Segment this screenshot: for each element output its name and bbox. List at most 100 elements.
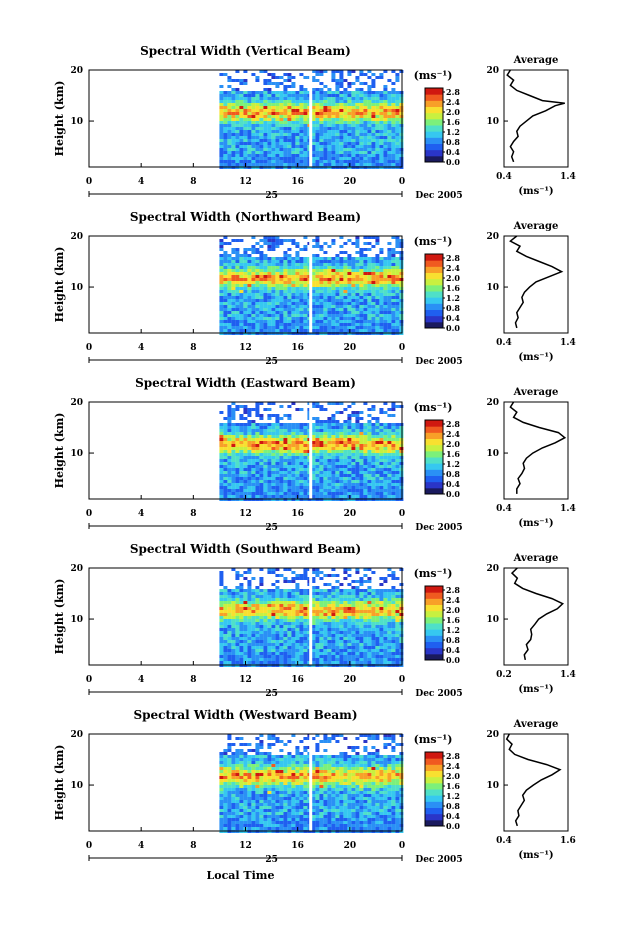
heatmap-cell <box>331 447 336 450</box>
heatmap-cell <box>339 121 344 124</box>
heatmap-cell <box>335 260 340 263</box>
heatmap-cell <box>251 269 256 272</box>
heatmap-cell <box>219 284 224 287</box>
heatmap-cell <box>251 308 256 311</box>
heatmap-cell <box>235 133 240 136</box>
heatmap-cell <box>371 492 376 495</box>
heatmap-cell <box>391 441 396 444</box>
heatmap-cell <box>247 266 252 269</box>
heatmap-cell <box>347 293 352 296</box>
heatmap-cell <box>227 601 232 604</box>
heatmap-cell <box>387 462 392 465</box>
heatmap-cell <box>367 444 372 447</box>
heatmap-cell <box>291 133 296 136</box>
heatmap-cell <box>319 489 324 492</box>
heatmap-cell <box>271 154 276 157</box>
heatmap-cell <box>227 408 232 411</box>
heatmap-cell <box>323 598 328 601</box>
heatmap-cell <box>295 254 300 257</box>
heatmap-cell <box>247 450 252 453</box>
heatmap-cell <box>323 154 328 157</box>
heatmap-cell <box>367 296 372 299</box>
heatmap-cell <box>299 592 304 595</box>
heatmap-cell <box>347 468 352 471</box>
heatmap-cell <box>359 429 364 432</box>
heatmap-cell <box>239 468 244 471</box>
heatmap-cell <box>267 133 272 136</box>
heatmap-cell <box>251 151 256 154</box>
heatmap-cell <box>343 486 348 489</box>
heatmap-cell <box>331 474 336 477</box>
heatmap-cell <box>331 139 336 142</box>
heatmap-cell <box>295 450 300 453</box>
heatmap-cell <box>219 411 224 414</box>
heatmap-cell <box>359 296 364 299</box>
colorbar-segment <box>425 137 443 144</box>
heatmap-cell <box>303 151 308 154</box>
heatmap-cell <box>295 441 300 444</box>
heatmap-cell <box>227 305 232 308</box>
heatmap-cell <box>383 435 388 438</box>
heatmap-cell <box>319 94 324 97</box>
heatmap-cell <box>363 94 368 97</box>
heatmap-cell <box>291 637 296 640</box>
heatmap-cell <box>255 127 260 130</box>
heatmap-cell <box>379 251 384 254</box>
heatmap-cell <box>287 130 292 133</box>
heatmap-cell <box>279 160 284 163</box>
heatmap-cell <box>255 441 260 444</box>
heatmap-cell <box>383 154 388 157</box>
heatmap-cell <box>371 308 376 311</box>
heatmap-cell <box>275 604 280 607</box>
heatmap-cell <box>347 281 352 284</box>
heatmap-cell <box>323 157 328 160</box>
heatmap-cell <box>383 290 388 293</box>
heatmap-cell <box>363 257 368 260</box>
colorbar-segment <box>425 463 443 470</box>
heatmap-cell <box>315 423 320 426</box>
heatmap-cell <box>355 251 360 254</box>
heatmap-cell <box>311 281 316 284</box>
colorbar-segment <box>425 266 443 273</box>
heatmap-cell <box>271 486 276 489</box>
heatmap-cell <box>315 242 320 245</box>
heatmap-cell <box>227 607 232 610</box>
heatmap-cell <box>375 142 380 145</box>
heatmap-cell <box>311 245 316 248</box>
heatmap-cell <box>219 592 224 595</box>
heatmap-cell <box>271 106 276 109</box>
heatmap-cell <box>267 601 272 604</box>
heatmap-cell <box>247 444 252 447</box>
heatmap-cell <box>287 465 292 468</box>
heatmap-cell <box>351 109 356 112</box>
heatmap-cell <box>359 112 364 115</box>
heatmap-cell <box>271 239 276 242</box>
heatmap-cell <box>335 287 340 290</box>
heatmap-cell <box>335 308 340 311</box>
heatmap-cell <box>283 109 288 112</box>
heatmap-cell <box>259 568 264 571</box>
heatmap-cell <box>299 275 304 278</box>
heatmap-cell <box>239 97 244 100</box>
heatmap-cell <box>303 148 308 151</box>
heatmap-cell <box>239 103 244 106</box>
heatmap-cell <box>359 441 364 444</box>
heatmap-cell <box>351 139 356 142</box>
heatmap-cell <box>387 157 392 160</box>
heatmap-cell <box>387 263 392 266</box>
heatmap-cell <box>263 308 268 311</box>
heatmap-cell <box>287 598 292 601</box>
heatmap-cell <box>327 468 332 471</box>
heatmap-cell <box>283 625 288 628</box>
heatmap-cell <box>219 637 224 640</box>
heatmap-cell <box>275 281 280 284</box>
heatmap-cell <box>267 257 272 260</box>
heatmap-cell <box>219 580 224 583</box>
heatmap-cell <box>239 637 244 640</box>
heatmap-cell <box>247 118 252 121</box>
heatmap-cell <box>319 616 324 619</box>
heatmap-cell <box>399 495 404 498</box>
heatmap-cell <box>367 287 372 290</box>
heatmap-cell <box>315 417 320 420</box>
heatmap-cell <box>379 290 384 293</box>
